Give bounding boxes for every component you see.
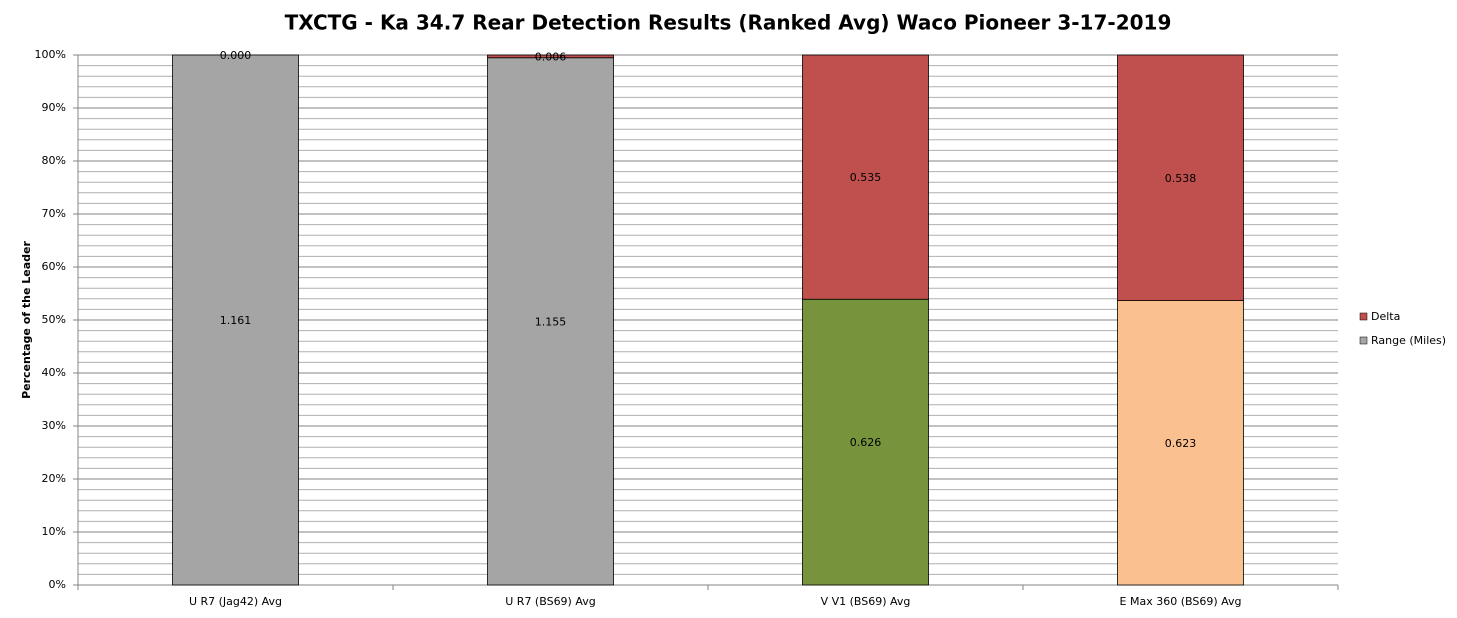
x-tick-label: U R7 (Jag42) Avg (189, 595, 282, 608)
y-tick-label: 100% (35, 48, 66, 61)
y-tick-label: 0% (49, 578, 66, 591)
y-tick-label: 70% (42, 207, 66, 220)
y-tick-label: 80% (42, 154, 66, 167)
y-tick-label: 50% (42, 313, 66, 326)
bar-segment (487, 57, 614, 586)
chart-title: TXCTG - Ka 34.7 Rear Detection Results (… (285, 11, 1172, 35)
y-tick-label: 90% (42, 101, 66, 114)
y-tick-label: 60% (42, 260, 66, 273)
data-label: 0.006 (535, 50, 567, 63)
x-tick-label: V V1 (BS69) Avg (821, 595, 911, 608)
data-label: 0.538 (1165, 172, 1197, 185)
x-tick-label: E Max 360 (BS69) Avg (1120, 595, 1242, 608)
y-tick-label: 40% (42, 366, 66, 379)
data-label: 1.161 (220, 314, 252, 327)
bar-segment (1117, 300, 1244, 586)
bar-segment (802, 298, 929, 586)
legend-label: Range (Miles) (1371, 334, 1446, 347)
y-tick-label: 10% (42, 525, 66, 538)
x-tick-label: U R7 (BS69) Avg (505, 595, 595, 608)
legend-label: Delta (1371, 310, 1400, 323)
bar-segment (1117, 54, 1244, 301)
y-tick-label: 30% (42, 419, 66, 432)
data-label: 0.535 (850, 171, 882, 184)
legend-swatch (1359, 336, 1368, 345)
y-tick-label: 20% (42, 472, 66, 485)
data-label: 0.623 (1165, 437, 1197, 450)
bar-segment (802, 54, 929, 300)
legend-swatch (1359, 312, 1368, 321)
bar-segment (487, 54, 614, 59)
y-axis-label: Percentage of the Leader (20, 241, 33, 399)
data-label: 0.000 (220, 49, 252, 62)
data-label: 0.626 (850, 436, 882, 449)
data-label: 1.155 (535, 315, 567, 328)
bar-segment (172, 54, 299, 586)
